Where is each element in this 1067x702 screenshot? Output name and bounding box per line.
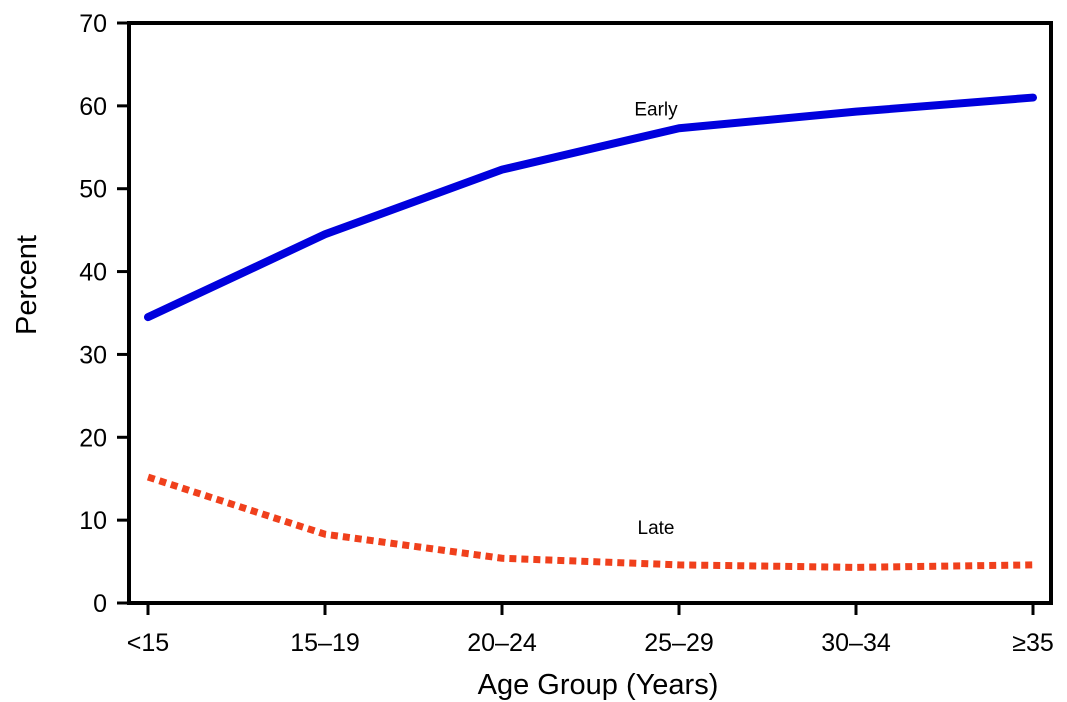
x-tick-label: 25–29 — [644, 629, 714, 657]
x-axis: <15 15–19 20–24 25–29 30–34 ≥35 — [127, 603, 1054, 657]
x-tick-label: 20–24 — [467, 629, 537, 657]
x-tick-label: 30–34 — [821, 629, 891, 657]
y-tick-label: 50 — [79, 176, 107, 204]
y-tick-label: 60 — [79, 93, 107, 121]
series-line-late — [146, 473, 1034, 571]
y-tick-label: 30 — [79, 341, 107, 369]
x-tick-label: <15 — [127, 629, 169, 657]
y-tick-label: 20 — [79, 424, 107, 452]
plot-frame — [127, 21, 1053, 605]
y-tick-label: 70 — [79, 10, 107, 38]
x-tick-label: 15–19 — [290, 629, 360, 657]
series-label-late: Late — [638, 518, 675, 539]
y-tick-label: 0 — [93, 590, 107, 618]
series-layer — [144, 93, 1037, 571]
y-tick-label: 40 — [79, 259, 107, 287]
series-label-early: Early — [634, 100, 678, 121]
series-line-early — [144, 93, 1037, 322]
series-label-layer: Early Late — [634, 100, 678, 539]
y-axis-title: Percent — [11, 235, 43, 335]
y-tick-label: 10 — [79, 507, 107, 535]
x-axis-title: Age Group (Years) — [478, 669, 719, 701]
x-tick-label: ≥35 — [1012, 629, 1054, 657]
y-axis: 0 10 20 30 40 50 60 70 — [79, 10, 129, 618]
